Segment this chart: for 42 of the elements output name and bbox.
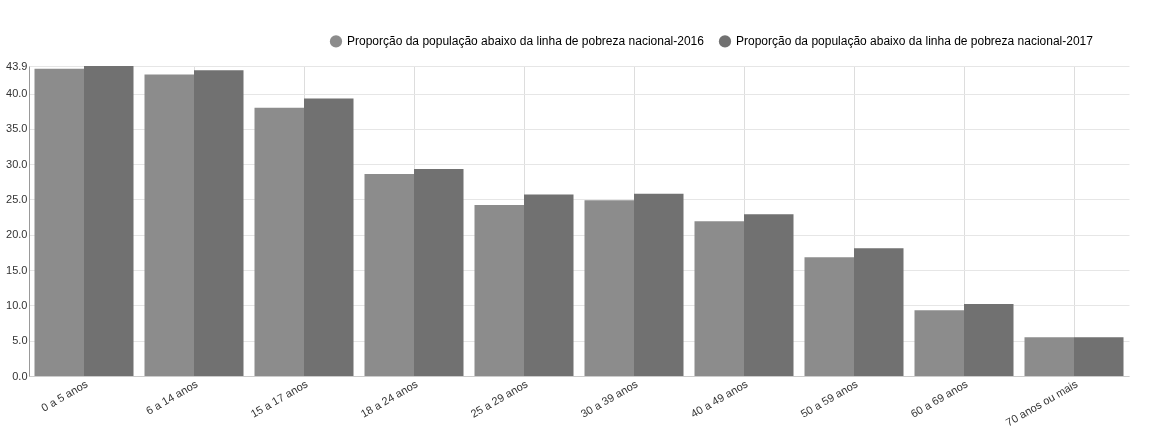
- y-tick-label: 20.0: [6, 228, 28, 241]
- bar: [414, 169, 464, 376]
- bar: [254, 107, 304, 376]
- x-tick-label: 70 anos ou mais: [1003, 377, 1080, 428]
- y-tick-label: 35.0: [6, 122, 28, 135]
- bar: [194, 70, 244, 376]
- x-tick-label: 50 a 59 anos: [798, 377, 860, 420]
- bar: [634, 193, 684, 376]
- bar: [364, 174, 414, 376]
- bar: [744, 214, 794, 376]
- x-tick-label: 18 a 24 anos: [358, 377, 420, 420]
- x-tick-label: 6 a 14 anos: [143, 377, 200, 417]
- y-tick-label: 25.0: [6, 192, 28, 205]
- legend-label: Proporção da população abaixo da linha de pobreza nacional-2016: [347, 34, 705, 49]
- x-tick-label: 15 a 17 anos: [248, 377, 310, 420]
- bar: [694, 221, 744, 376]
- bar: [804, 257, 854, 376]
- y-tick-label: 15.0: [6, 263, 28, 276]
- bar: [34, 68, 84, 376]
- x-tick-label: 0 a 5 anos: [39, 377, 90, 414]
- y-tick-label: 43.9: [6, 59, 28, 72]
- legend-label: Proporção da população abaixo da linha de pobreza nacional-2017: [736, 34, 1094, 49]
- x-tick-label: 25 a 29 anos: [468, 377, 530, 420]
- y-tick-label: 0.0: [12, 369, 28, 382]
- bar: [584, 200, 634, 376]
- y-tick-label: 30.0: [6, 157, 28, 170]
- bar: [854, 248, 904, 376]
- x-tick-label: 30 a 39 anos: [578, 377, 640, 420]
- y-tick-label: 10.0: [6, 298, 28, 311]
- y-tick-label: 40.0: [6, 87, 28, 100]
- bar: [524, 194, 574, 376]
- x-tick-label: 60 a 69 anos: [908, 377, 970, 420]
- bar: [144, 74, 194, 376]
- bar: [1024, 337, 1074, 376]
- bar: [304, 98, 354, 376]
- bar: [84, 66, 134, 376]
- x-tick-label: 40 a 49 anos: [688, 377, 750, 420]
- bar: [964, 303, 1014, 376]
- bar: [914, 310, 964, 376]
- bar: [474, 205, 524, 376]
- y-tick-label: 5.0: [12, 334, 28, 347]
- bar: [1074, 337, 1124, 376]
